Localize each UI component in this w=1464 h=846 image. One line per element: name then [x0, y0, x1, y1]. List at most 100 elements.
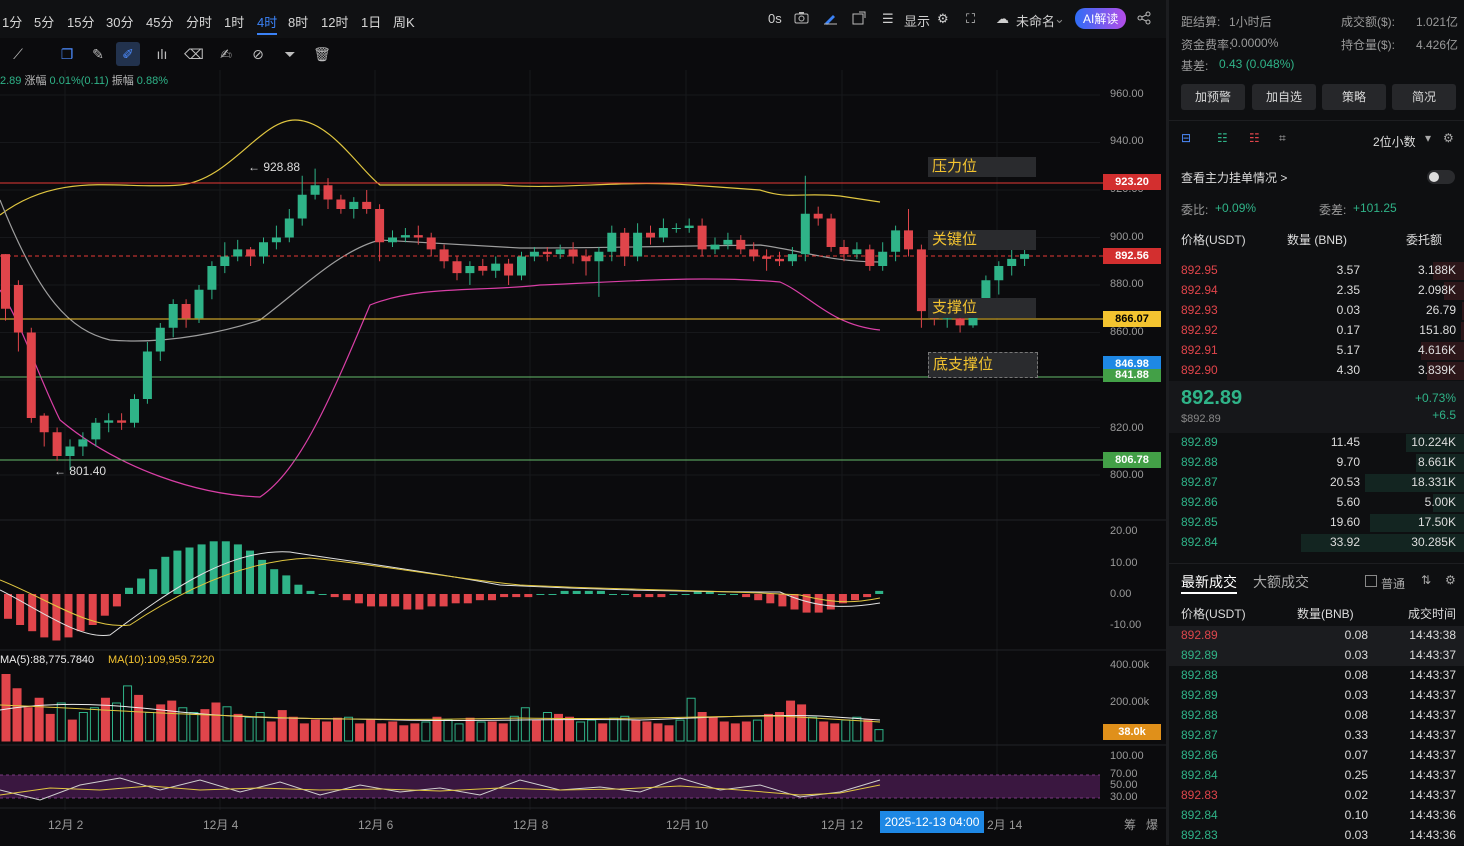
- layout-name-dropdown[interactable]: 未命名: [1016, 14, 1056, 29]
- ask-row[interactable]: 892.91 5.17 4.616K: [1169, 341, 1464, 361]
- ask-row[interactable]: 892.95 3.57 3.188K: [1169, 261, 1464, 281]
- candle-body: [52, 432, 62, 456]
- macd-bar: [693, 590, 702, 594]
- tf-1h[interactable]: 1时: [224, 15, 245, 30]
- bid-row[interactable]: 892.87 20.53 18.331K: [1169, 473, 1464, 493]
- magnet-tool-icon[interactable]: ⊘: [252, 45, 264, 62]
- zone-resistance[interactable]: 压力位: [928, 157, 1036, 177]
- tf-1m[interactable]: 1分: [2, 15, 23, 30]
- overview-button[interactable]: 简况: [1392, 84, 1456, 110]
- share-icon[interactable]: [1137, 11, 1151, 28]
- macd-bar: [657, 594, 666, 598]
- depth-bar: [1433, 494, 1464, 512]
- volume-bar: [78, 712, 88, 742]
- liquidation-button[interactable]: 爆: [1146, 818, 1159, 832]
- tf-45m[interactable]: 45分: [146, 15, 174, 30]
- copy-tool-icon[interactable]: ❐: [60, 45, 74, 62]
- camera-icon[interactable]: [794, 11, 809, 27]
- macd-bar: [475, 594, 484, 601]
- bid-row[interactable]: 892.86 5.60 5.00K: [1169, 493, 1464, 513]
- tf-timeshare[interactable]: 分时: [186, 15, 213, 30]
- trade-settings-icon[interactable]: ⇅: [1421, 573, 1432, 587]
- tf-12h[interactable]: 12时: [321, 15, 349, 30]
- candlestick-chart[interactable]: [0, 70, 1166, 845]
- trash-icon[interactable]: 🗑: [313, 45, 331, 62]
- zone-support[interactable]: 支撑位: [928, 298, 1036, 318]
- chevron-down-icon[interactable]: ⌄: [1054, 11, 1065, 26]
- macd-bar: [621, 594, 630, 595]
- brush-tool-icon[interactable]: ✐: [116, 42, 140, 66]
- tf-5m[interactable]: 5分: [34, 15, 55, 30]
- bid-row[interactable]: 892.84 33.92 30.285K: [1169, 533, 1464, 553]
- delete-draw-icon[interactable]: ⌫: [184, 45, 204, 62]
- tf-15m[interactable]: 15分: [67, 15, 95, 30]
- book-header-qty[interactable]: 数量 (BNB): [1287, 233, 1348, 247]
- normal-checkbox[interactable]: [1365, 575, 1377, 587]
- trendline-tool-icon[interactable]: ⟋: [13, 45, 23, 62]
- macd-axis-10: 10.00: [1110, 557, 1138, 569]
- fullscreen-icon[interactable]: ⛶: [966, 11, 976, 26]
- zone-bottom-support[interactable]: 底支撑位: [928, 352, 1038, 378]
- volume-bar: [786, 700, 796, 742]
- ask-row[interactable]: 892.94 2.35 2.098K: [1169, 281, 1464, 301]
- tf-8h[interactable]: 8时: [288, 15, 309, 30]
- tf-30m[interactable]: 30分: [106, 15, 134, 30]
- ai-interpret-button[interactable]: AI解读: [1075, 8, 1127, 29]
- macd-bar: [330, 594, 339, 598]
- book-price: 892.87: [1181, 475, 1218, 489]
- caret-down-icon[interactable]: ▾: [1425, 131, 1432, 145]
- book-gear-icon[interactable]: ⚙: [1443, 131, 1454, 145]
- settings-gear-icon[interactable]: ⚙: [937, 11, 949, 26]
- candle-body: [826, 218, 836, 247]
- candle-style-icon[interactable]: ılı: [156, 46, 168, 62]
- main-orders-toggle[interactable]: [1427, 170, 1455, 184]
- book-settings-icon[interactable]: ⌗: [1279, 131, 1286, 145]
- main-orders-link[interactable]: 查看主力挂单情况 >: [1181, 171, 1288, 185]
- bid-row[interactable]: 892.88 9.70 8.661K: [1169, 453, 1464, 473]
- settle-label: 距结算:: [1181, 15, 1221, 29]
- candle-body: [91, 422, 101, 440]
- vol-current-tag: 38.0k: [1103, 724, 1161, 740]
- trade-qty: 0.25: [1344, 768, 1368, 782]
- add-alert-button[interactable]: 加预警: [1181, 84, 1245, 110]
- decimals-dropdown[interactable]: 2位小数: [1373, 135, 1416, 149]
- filter-tool-icon[interactable]: ⏷: [284, 45, 296, 62]
- bid-row[interactable]: 892.85 19.60 17.50K: [1169, 513, 1464, 533]
- draw-pen-icon[interactable]: [823, 11, 838, 28]
- panel-divider[interactable]: [1166, 0, 1169, 845]
- trade-gear-icon[interactable]: ⚙: [1445, 573, 1456, 587]
- ask-row[interactable]: 892.92 0.17 151.80: [1169, 321, 1464, 341]
- tf-4h[interactable]: 4时: [257, 12, 278, 35]
- note-tool-icon[interactable]: ✍: [220, 45, 232, 62]
- book-asks-icon[interactable]: ☷: [1249, 131, 1260, 145]
- ruler-tool-icon[interactable]: ✎: [92, 45, 104, 62]
- popout-icon[interactable]: [852, 11, 866, 28]
- candle-body: [904, 230, 913, 250]
- book-qty: 33.92: [1329, 535, 1360, 549]
- strategy-button[interactable]: 策略: [1322, 84, 1386, 110]
- ask-row[interactable]: 892.93 0.03 26.79: [1169, 301, 1464, 321]
- book-header-amount[interactable]: 委托额: [1406, 233, 1443, 247]
- cloud-icon[interactable]: ☁: [996, 11, 1009, 26]
- tf-1d[interactable]: 1日: [361, 15, 382, 30]
- bid-row[interactable]: 892.89 11.45 10.224K: [1169, 433, 1464, 453]
- ask-row[interactable]: 892.90 4.30 3.839K: [1169, 361, 1464, 381]
- volume-bar: [178, 707, 188, 742]
- display-button[interactable]: 显示: [904, 14, 931, 29]
- list-menu-icon[interactable]: ☰: [882, 11, 894, 26]
- tab-latest-trades[interactable]: 最新成交: [1181, 574, 1237, 590]
- book-bids-icon[interactable]: ☷: [1217, 131, 1228, 145]
- zero-s-label[interactable]: 0s: [768, 11, 782, 26]
- candle-body: [323, 185, 333, 200]
- tf-1w[interactable]: 周K: [393, 15, 415, 30]
- book-both-icon[interactable]: ⊟: [1181, 131, 1192, 145]
- candle-body: [529, 251, 539, 257]
- trade-header-qty[interactable]: 数量(BNB): [1297, 607, 1354, 621]
- rsi-axis-30: 30.00: [1110, 791, 1138, 803]
- tab-large-trades[interactable]: 大额成交: [1253, 574, 1309, 590]
- add-watchlist-button[interactable]: 加自选: [1252, 84, 1316, 110]
- macd-bar: [548, 594, 557, 595]
- timeframe-bar: 1分 5分 15分 30分 45分 分时 1时 4时 8时 12时 1日 周K …: [0, 0, 1166, 39]
- zone-key[interactable]: 关键位: [928, 230, 1036, 250]
- chip-button[interactable]: 筹: [1124, 818, 1137, 832]
